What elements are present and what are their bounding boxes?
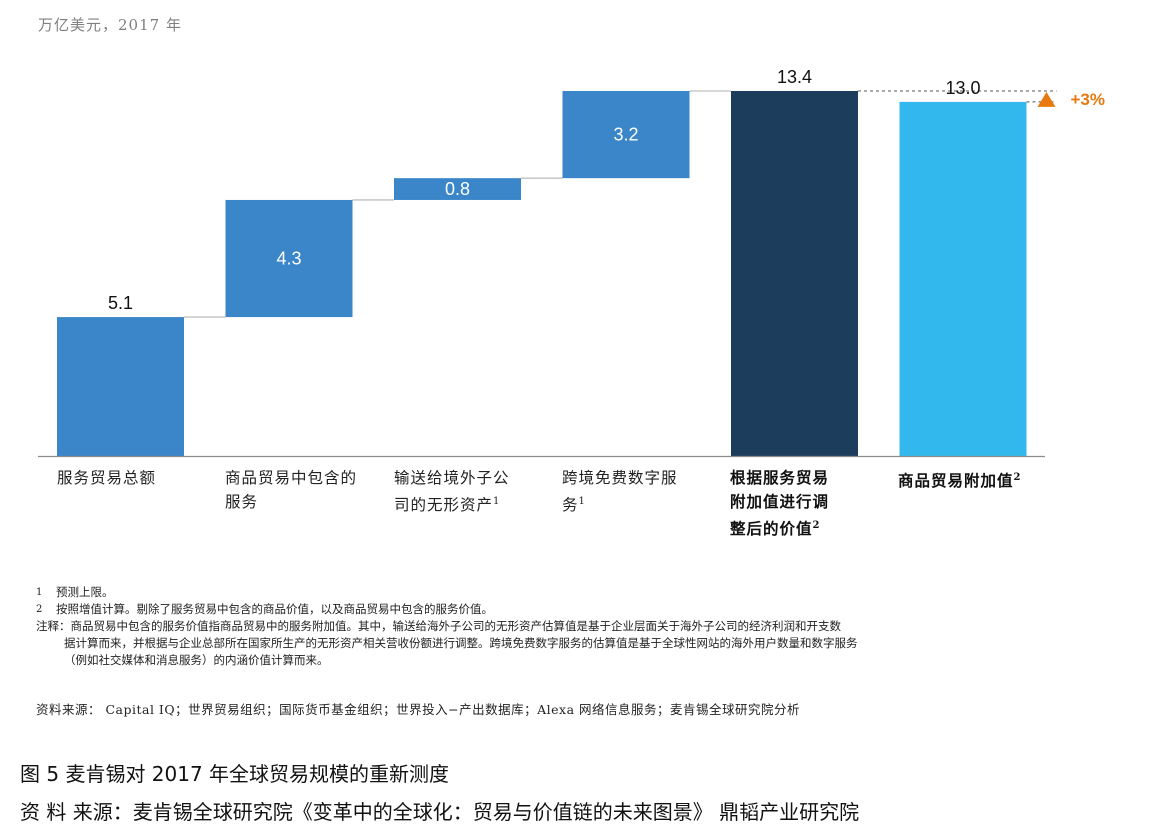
source-line: 资料来源： Capital IQ；世界贸易组织；国际货币基金组织；世界投入−产出… [36, 702, 800, 717]
bar-1 [57, 317, 184, 456]
category-label-3: 输送给境外子公 司的无形资产1 [394, 466, 510, 517]
footnote-2: 2 按照增值计算。剔除了服务贸易中包含的商品价值，以及商品贸易中包含的服务价值。 [36, 602, 493, 616]
increase-arrow-icon [1037, 92, 1056, 107]
unit-label: 万亿美元，2017 年 [38, 16, 182, 34]
category-label-text: 输送给境外子公 [394, 469, 510, 487]
category-label-line: 整后的价值2 [730, 514, 829, 541]
category-label-text: 附加值进行调 [730, 492, 830, 511]
footnote-1: 1 预测上限。 [36, 585, 114, 599]
data-label-4: 3.2 [613, 125, 638, 145]
category-label-5: 根据服务贸易 附加值进行调 整后的价值2 [730, 466, 829, 541]
data-label-3: 0.8 [445, 179, 470, 199]
category-label-text: 跨境免费数字服 [562, 469, 678, 487]
waterfall-chart: 5.1 4.3 0.8 3.2 13.4 13.0 +3% [38, 67, 1106, 458]
category-label-line: 附加值进行调 [730, 490, 829, 514]
category-label-line: 务1 [562, 490, 678, 517]
category-label-line: 输送给境外子公 [394, 466, 510, 490]
note-line-3: （例如社交媒体和消息服务）的内涵价值计算而来。 [64, 653, 329, 667]
category-label-text: 根据服务贸易 [730, 468, 830, 487]
category-label-4: 跨境免费数字服 务1 [562, 466, 678, 517]
note-line-2: 据计算而来，并根据与企业总部所在国家所生产的无形资产相关营收份额进行调整。跨境免… [64, 636, 858, 650]
category-label-line: 服务贸易总额 [57, 466, 156, 490]
footnote-ref: 1 [578, 496, 586, 507]
bar-2 [225, 199, 353, 318]
figure-caption: 图 5 麦肯锡对 2017 年全球贸易规模的重新测度 [20, 762, 450, 786]
data-label-1: 5.1 [108, 293, 133, 313]
annotation-label: +3% [1071, 90, 1106, 109]
data-label-6: 13.0 [945, 78, 980, 98]
category-label-text: 整后的价值 [730, 519, 813, 539]
category-label-2: 商品贸易中包含的 服务 [225, 466, 357, 514]
category-label-text: 服务贸易总额 [57, 469, 157, 487]
data-label-5: 13.4 [777, 67, 812, 87]
category-label-text: 商品贸易附加值 [898, 471, 1014, 491]
category-label-line: 跨境免费数字服 [562, 466, 678, 490]
footnote-ref: 2 [1013, 472, 1022, 483]
category-label-line: 司的无形资产1 [394, 490, 510, 517]
category-label-6: 商品贸易附加值2 [898, 466, 1021, 493]
category-label-text: 务 [562, 496, 579, 515]
category-label-line: 根据服务贸易 [730, 466, 829, 490]
category-label-line: 商品贸易中包含的 [225, 466, 357, 490]
category-label-text: 商品贸易中包含的 [225, 469, 358, 487]
footnote-ref: 1 [493, 496, 501, 507]
category-label-line: 商品贸易附加值2 [898, 466, 1021, 493]
category-label-text: 服务 [225, 493, 259, 511]
bar-6 [899, 101, 1027, 457]
category-label-line: 服务 [225, 490, 357, 514]
bar-4 [562, 91, 690, 179]
note-line-1: 注释：商品贸易中包含的服务价值指商品贸易中的服务附加值。其中，输送给海外子公司的… [36, 619, 841, 633]
category-label-text: 司的无形资产 [394, 496, 494, 515]
bar-5 [731, 91, 858, 456]
data-label-2: 4.3 [276, 249, 301, 269]
bar-3 [394, 178, 521, 200]
footnotes: 1 预测上限。 2 按照增值计算。剔除了服务贸易中包含的商品价值，以及商品贸易中包含… [36, 584, 1116, 669]
footnote-ref: 2 [812, 520, 821, 531]
category-label-1: 服务贸易总额 [57, 466, 156, 490]
caption-source: 资 料 来源：麦肯锡全球研究院《变革中的全球化：贸易与价值链的未来图景》 鼎韬产… [20, 800, 860, 824]
